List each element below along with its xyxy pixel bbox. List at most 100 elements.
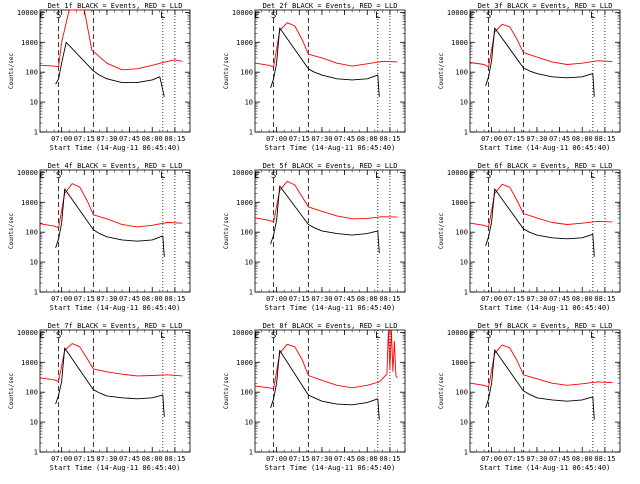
x-tick-label: 08:15 (379, 455, 400, 463)
x-tick-label: 07:30 (96, 295, 117, 303)
marker-s: S (486, 171, 491, 181)
y-tick-label: 100 (25, 69, 38, 77)
x-axis-label: Start Time (14-Aug-11 06:45:40) (50, 144, 181, 152)
y-tick-label: 10000 (232, 9, 253, 17)
y-tick-label: 1 (34, 449, 38, 457)
plot-frame (469, 9, 621, 133)
marker-e: E (469, 11, 474, 21)
y-tick-label: 10 (460, 419, 468, 427)
detector-panel: Det 8f BLACK = Events, RED = LLD 1 10 100 10… (223, 322, 406, 472)
y-tick-label: 1 (34, 129, 38, 137)
plot-frame (39, 329, 191, 453)
marker-s: S (56, 171, 61, 181)
x-axis-label: Start Time (14-Aug-11 06:45:40) (480, 144, 611, 152)
y-tick-label: 100 (240, 69, 253, 77)
y-tick-label: 10 (245, 259, 253, 267)
y-tick-label: 1000 (236, 359, 253, 367)
x-axis-label: Start Time (14-Aug-11 06:45:40) (265, 464, 396, 472)
series-lld-line (255, 329, 398, 390)
marker-l: L (160, 331, 165, 341)
y-axis-label: Counts/sec (223, 53, 230, 90)
x-axis-label: Start Time (14-Aug-11 06:45:40) (265, 144, 396, 152)
detector-panel: Det 9f BLACK = Events, RED = LLD 1 10 100 10… (438, 322, 621, 472)
y-tick-label: 1 (249, 449, 253, 457)
plot-frame (39, 169, 191, 293)
y-tick-label: 10000 (17, 9, 38, 17)
y-axis-label: Counts/sec (223, 213, 230, 250)
x-axis-label: Start Time (14-Aug-11 06:45:40) (480, 464, 611, 472)
x-tick-label: 08:15 (164, 455, 185, 463)
y-tick-label: 10000 (447, 9, 468, 17)
y-tick-label: 10 (30, 259, 38, 267)
y-tick-label: 1000 (451, 39, 468, 47)
marker-s: S (56, 11, 61, 21)
marker-s: S (271, 11, 276, 21)
x-tick-label: 07:30 (526, 295, 547, 303)
y-tick-label: 1000 (21, 199, 38, 207)
y-axis-label: Counts/sec (8, 373, 15, 410)
x-tick-label: 07:15 (289, 455, 310, 463)
series-events-line (55, 41, 165, 97)
x-tick-label: 07:15 (74, 135, 95, 143)
x-tick-label: 07:15 (74, 295, 95, 303)
y-axis-label: Counts/sec (438, 53, 445, 90)
x-tick-label: 07:00 (266, 135, 287, 143)
x-axis-label: Start Time (14-Aug-11 06:45:40) (50, 464, 181, 472)
y-tick-label: 1 (464, 289, 468, 297)
marker-l: L (375, 171, 380, 181)
y-tick-label: 10 (245, 99, 253, 107)
y-tick-label: 1 (464, 449, 468, 457)
y-axis-label: Counts/sec (223, 373, 230, 410)
detector-panel: Det 4f BLACK = Events, RED = LLD 1 10 100 10… (8, 162, 191, 312)
y-axis-label: Counts/sec (438, 213, 445, 250)
y-tick-label: 1000 (236, 199, 253, 207)
marker-e: E (39, 331, 44, 341)
y-tick-label: 10000 (232, 169, 253, 177)
y-tick-label: 100 (240, 389, 253, 397)
x-tick-label: 08:15 (164, 295, 185, 303)
panel-title: Det 4f BLACK = Events, RED = LLD (48, 162, 183, 170)
marker-s: S (56, 331, 61, 341)
x-tick-label: 07:30 (96, 455, 117, 463)
y-tick-label: 100 (25, 229, 38, 237)
x-tick-label: 08:15 (379, 135, 400, 143)
x-tick-label: 07:45 (119, 135, 140, 143)
detector-panel: Det 2f BLACK = Events, RED = LLD 1 10 100 10… (223, 2, 406, 152)
x-tick-label: 08:00 (572, 455, 593, 463)
marker-e: E (254, 331, 259, 341)
x-axis-label: Start Time (14-Aug-11 06:45:40) (265, 304, 396, 312)
y-tick-label: 1000 (451, 199, 468, 207)
series-events-line (270, 27, 380, 97)
series-lld-line (470, 183, 613, 228)
x-tick-label: 08:00 (142, 295, 163, 303)
y-tick-label: 10000 (232, 329, 253, 337)
y-tick-label: 100 (25, 389, 38, 397)
y-tick-label: 100 (455, 389, 468, 397)
y-tick-label: 10 (460, 259, 468, 267)
x-tick-label: 07:45 (334, 455, 355, 463)
series-lld-line (255, 180, 398, 223)
y-tick-label: 10 (30, 99, 38, 107)
panel-title: Det 3f BLACK = Events, RED = LLD (478, 2, 613, 10)
x-tick-label: 07:15 (504, 295, 525, 303)
y-tick-label: 10 (30, 419, 38, 427)
series-events-line (55, 347, 165, 417)
series-lld-line (40, 343, 183, 382)
x-tick-label: 07:30 (311, 135, 332, 143)
detector-panel: Det 5f BLACK = Events, RED = LLD 1 10 100 10… (223, 162, 406, 312)
x-tick-label: 07:00 (51, 135, 72, 143)
detector-panel: Det 3f BLACK = Events, RED = LLD 1 10 100 10… (438, 2, 621, 152)
series-events-line (485, 27, 595, 97)
x-tick-label: 07:30 (96, 135, 117, 143)
x-tick-label: 07:45 (334, 295, 355, 303)
x-tick-label: 08:15 (594, 135, 615, 143)
detector-panel: Det 7f BLACK = Events, RED = LLD 1 10 100 10… (8, 322, 191, 472)
series-lld-line (470, 23, 613, 68)
x-tick-label: 08:00 (357, 455, 378, 463)
x-tick-label: 07:30 (311, 455, 332, 463)
marker-e: E (39, 171, 44, 181)
panel-title: Det 2f BLACK = Events, RED = LLD (263, 2, 398, 10)
series-events-line (270, 185, 380, 254)
